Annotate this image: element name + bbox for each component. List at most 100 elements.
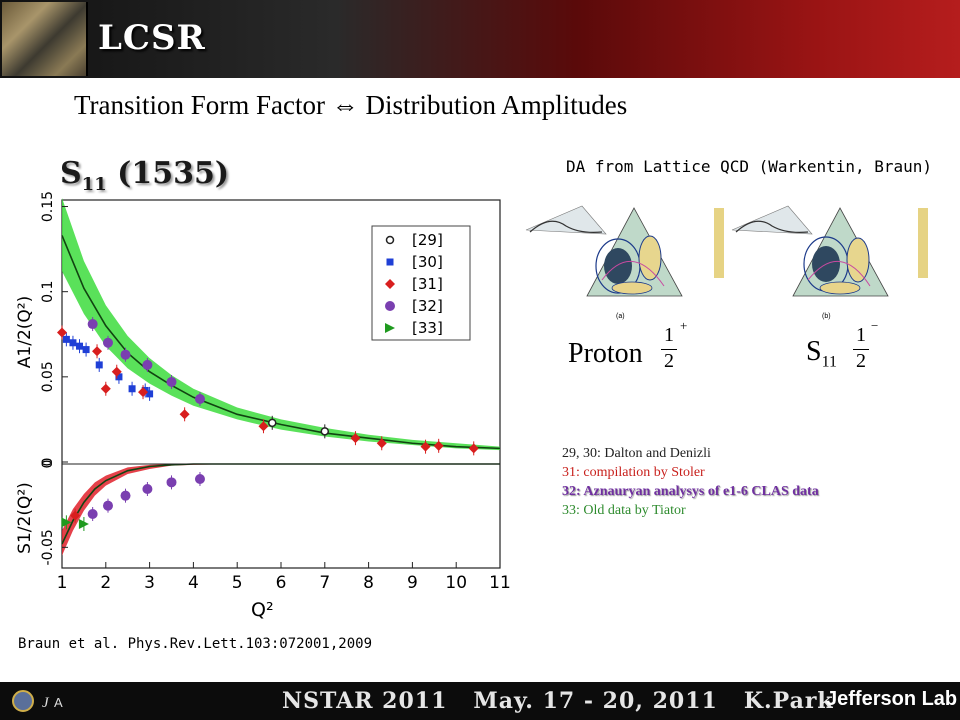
proton-spin-denominator: 2 [664,350,674,372]
data-point-2 [468,443,479,454]
data-point-2 [111,366,122,377]
data-point-6 [78,519,89,529]
legend-marker [385,323,395,333]
jefferson-lab-logo: Jefferson Lab [826,688,958,710]
panel-title-rest: (1535) [106,156,230,191]
footer-conference: NSTAR 2011 [282,688,448,714]
lattice-colorbar-b [918,208,928,278]
legend-label: [33] [412,319,443,337]
x-axis-label: Q² [251,599,274,621]
data-point-3 [87,319,98,330]
data-point-4 [102,500,113,511]
reference-item: 33: Old data by Tiator [562,503,686,518]
data-point-4 [166,477,177,488]
legend-marker [385,301,395,311]
legend-marker [385,235,395,245]
data-point-2 [376,438,387,449]
lattice-label-a: (a) [616,313,625,320]
data-point-1 [76,342,84,350]
panel-title-sub: 11 [81,174,107,195]
bottom-y-tick-label: -0.05 [40,529,56,565]
x-tick-label: 10 [445,573,467,593]
s11-spin-denominator: 2 [856,350,866,372]
data-point-3 [102,337,113,348]
legend-label: [30] [412,253,443,271]
data-point-2 [138,387,149,398]
lattice-triangle-a [586,207,683,297]
top-y-tick-label: 0.1 [40,281,56,303]
data-point-1 [95,361,103,369]
data-point-4 [120,490,131,501]
lattice-inset-a [525,205,607,235]
data-point-1 [115,373,123,381]
s11-state-main: S [806,336,822,367]
x-tick-label: 7 [319,573,330,593]
x-tick-label: 5 [232,573,243,593]
data-point-1 [82,346,90,354]
x-tick-label: 2 [100,573,111,593]
legend-label: [32] [412,297,443,315]
s11-fraction-bar [853,349,869,350]
top-band-center [61,235,501,450]
proton-parity: + [680,318,688,333]
data-point-2 [57,327,67,338]
x-tick-label: 11 [489,573,511,593]
lattice-label-b: (b) [822,313,831,320]
s11-state-label: S11 [806,336,837,372]
x-tick-label: 8 [363,573,374,593]
lattice-title: DA from Lattice QCD (Warkentin, Braun) [566,157,933,176]
data-point-2 [100,383,111,394]
footer-author: K.Park [743,688,834,714]
form-factor-chart: 1 2 3 4 5 6 7 8 9 10 11Q²00.050.10.15-0.050A1/2(Q²… [15,191,511,621]
top-y-tick-label: 0.05 [40,361,56,392]
data-point-4 [87,509,98,519]
lattice-panel-a: (a) [525,205,724,320]
proton-fraction-bar [661,349,677,350]
lattice-panel-b: (b) [731,205,928,320]
lattice-colorbar-a [714,208,724,278]
data-point-2 [420,441,431,452]
lattice-inset-b [731,205,813,235]
x-tick-label: 9 [407,573,418,593]
footer-logos: J A [12,690,63,712]
data-point-4 [194,474,205,484]
citation: Braun et al. Phys.Rev.Lett.103:072001,20… [18,636,373,652]
top-y-tick-label: 0 [40,458,56,467]
data-point-3 [194,393,205,404]
data-point-6 [61,517,72,528]
svg-text:J: J [42,695,50,711]
legend-label: [31] [412,275,443,293]
x-tick-label: 1 [57,573,68,593]
footer-bar: J A NSTAR 2011 May. 17 - 20, 2011 K.Park J… [0,682,960,720]
x-tick-label: 3 [144,573,155,593]
x-tick-label: 6 [276,573,287,593]
data-point-1 [146,390,154,398]
legend-marker [385,279,395,289]
slide-title: LCSR [98,18,206,58]
data-point-0 [320,427,330,436]
footer-text: NSTAR 2011 May. 17 - 20, 2011 K.Park [282,688,860,714]
data-point-0 [267,418,277,428]
data-point-1 [128,385,136,393]
data-point-1 [62,335,70,343]
data-point-3 [120,349,131,360]
x-tick-label: 4 [188,573,199,593]
legend-marker [386,258,394,266]
svg-text:A: A [54,695,63,710]
data-point-3 [166,376,177,387]
top-y-tick-label: 0.15 [40,191,56,222]
proton-label: Proton [568,338,643,369]
slide-subtitle: Transition Form Factor ⇔ Distribution Am… [74,90,628,120]
lattice-triangle-b [792,207,889,297]
panel-title: S11 (1535) [60,156,229,195]
reference-item: 31: compilation by Stoler [562,465,705,480]
data-point-2 [179,409,190,420]
top-y-axis-label: A1/2(Q²) [15,296,35,368]
reference-item: 32: Aznauryan analysys of e1-6 CLAS data [562,484,819,499]
bottom-y-tick-label: 0 [40,460,56,469]
data-point-3 [142,359,153,370]
header-bar: LCSR [0,0,960,78]
bottom-y-axis-label: S1/2(Q²) [15,482,35,554]
s11-state-sub: 11 [821,353,837,371]
s11-spin-numerator: 1 [856,324,866,346]
